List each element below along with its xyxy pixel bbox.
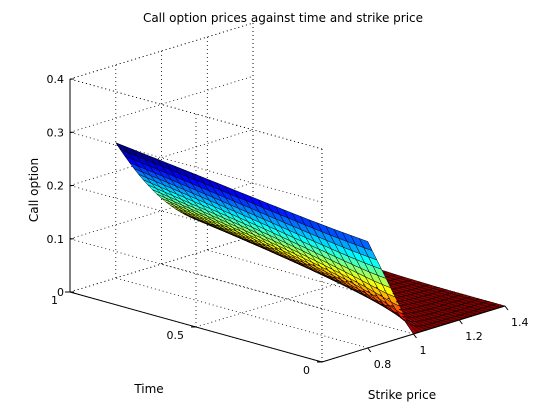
y-tick-label: 0 [303, 364, 310, 377]
x-tick-mark [413, 333, 417, 339]
chart-title: Call option prices against time and stri… [143, 11, 423, 25]
y-axis-label: Time [133, 382, 163, 396]
surface-layer [115, 142, 506, 335]
z-tick-label: 0.3 [47, 126, 65, 139]
z-tick-label: 0 [57, 286, 64, 299]
x-tick-mark [504, 305, 509, 311]
y-tick-label: 0.5 [167, 329, 185, 342]
x-tick-label: 0.8 [374, 358, 392, 371]
grid-line-floor-x [115, 277, 368, 349]
x-tick-mark [458, 319, 463, 325]
x-tick-label: 1.4 [511, 316, 529, 329]
x-tick-mark [367, 347, 372, 353]
x-tick-label: 1 [420, 344, 427, 357]
z-tick-label: 0.4 [47, 73, 65, 86]
z-axis-label: Call option [27, 158, 41, 222]
z-tick-label: 0.2 [47, 180, 65, 193]
x-tick-label: 1.2 [465, 330, 483, 343]
z-tick-label: 0.1 [47, 233, 65, 246]
y-tick-label: 1 [51, 294, 58, 307]
x-axis-label: Strike price [368, 388, 436, 402]
